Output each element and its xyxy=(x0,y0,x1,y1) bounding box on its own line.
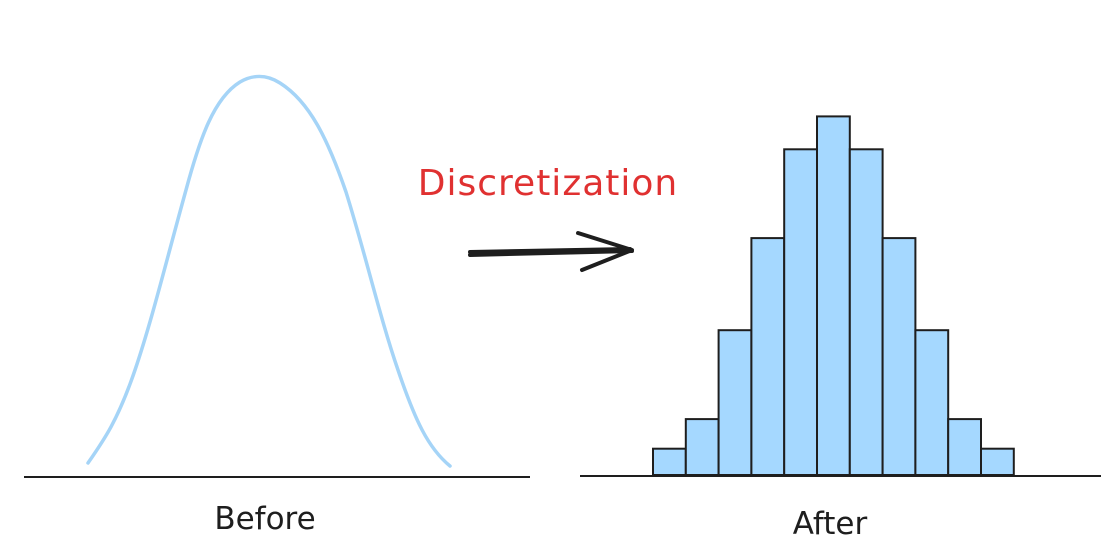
bell-curve xyxy=(86,74,452,468)
histogram-bar-8 xyxy=(881,237,917,476)
after-panel: After xyxy=(580,115,1101,542)
histogram-bar-6 xyxy=(816,115,851,477)
right-arrow-icon xyxy=(468,231,634,272)
before-panel: Before xyxy=(24,74,530,537)
transform-annotation: Discretization xyxy=(418,163,678,272)
histogram-bar-7 xyxy=(848,148,884,477)
histogram-bar-5 xyxy=(783,148,819,477)
histogram-bar-11 xyxy=(980,447,1015,477)
histogram-bar-1 xyxy=(652,447,687,477)
histogram-bars xyxy=(652,115,1015,477)
histogram-bar-3 xyxy=(717,329,753,477)
histogram-bar-4 xyxy=(750,237,786,476)
histogram-bar-9 xyxy=(914,329,950,477)
histogram-bar-10 xyxy=(947,418,983,477)
after-label: After xyxy=(793,506,868,542)
discretization-title: Discretization xyxy=(418,163,678,204)
before-label: Before xyxy=(214,501,315,537)
histogram-bar-2 xyxy=(684,418,720,477)
